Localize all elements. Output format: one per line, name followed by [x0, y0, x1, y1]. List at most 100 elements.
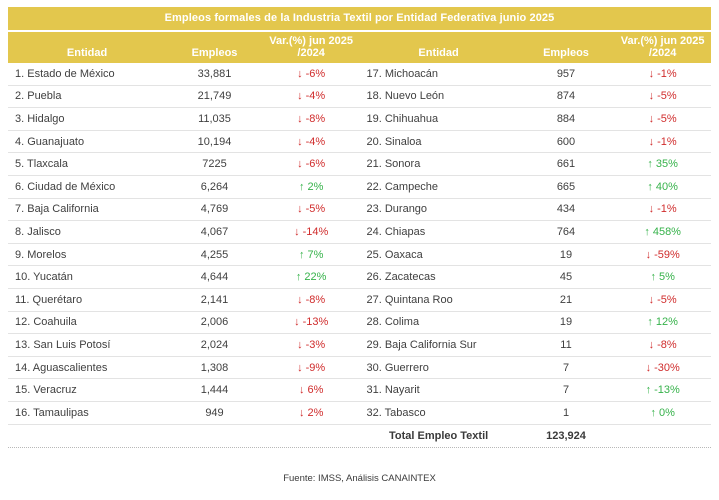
var-percent: 35%	[655, 158, 678, 171]
entity-name: 16. Tamaulipas	[15, 406, 89, 419]
column-header-entity: Entidad	[418, 47, 459, 59]
down-arrow-icon: ↓	[648, 203, 655, 216]
down-arrow-icon: ↓	[298, 406, 305, 419]
entity-name: 26. Zacatecas	[366, 271, 436, 284]
jobs-value: 600	[556, 135, 576, 148]
down-arrow-icon: ↓	[297, 361, 303, 374]
var-value: ↓ 6%	[263, 384, 360, 396]
var-percent: 22%	[304, 271, 327, 284]
table-row: 27. Quintana Roo 21 ↓ -5%	[359, 289, 711, 312]
entity-name: 14. Aguascalientes	[15, 361, 108, 374]
var-value: ↑ 22%	[263, 271, 360, 283]
var-value: ↓ -3%	[263, 339, 360, 351]
jobs-value: 21,749	[197, 90, 232, 103]
entity-name: 32. Tabasco	[366, 406, 426, 419]
up-arrow-icon: ↑	[647, 158, 653, 171]
up-arrow-icon: ↑	[645, 384, 652, 397]
var-value: ↓ -1%	[614, 203, 711, 215]
var-percent: 2%	[307, 180, 324, 193]
var-percent: -8%	[305, 293, 326, 306]
var-value: ↑ -13%	[614, 384, 711, 396]
table-row: 2. Puebla 21,749 ↓ -4%	[8, 86, 360, 109]
table-row: 31. Nayarit 7 ↑ -13%	[359, 379, 711, 402]
down-arrow-icon: ↓	[648, 90, 655, 103]
down-arrow-icon: ↓	[648, 135, 655, 148]
table-row: 26. Zacatecas 45 ↑ 5%	[359, 266, 711, 289]
header-left-half: Entidad Empleos Var.(%) jun 2025 /2024	[8, 32, 360, 63]
left-rows: 1. Estado de México 33,881 ↓ -6% 2. Puebla 21…	[8, 63, 360, 425]
jobs-value: 6,264	[200, 180, 229, 193]
jobs-value: 661	[556, 158, 576, 171]
jobs-value: 2,141	[200, 293, 229, 306]
table-row: 12. Coahuila 2,006 ↓ -13%	[8, 312, 360, 335]
jobs-value: 949	[205, 406, 224, 419]
jobs-value: 21	[559, 293, 573, 306]
column-header-var: Var.(%) jun 2025 /2024	[263, 32, 360, 63]
entity-name: 7. Baja California	[15, 203, 99, 216]
var-value: ↓ -5%	[614, 113, 711, 125]
var-value: ↓ -8%	[263, 113, 360, 125]
entity-name: 27. Quintana Roo	[366, 293, 453, 306]
entity-name: 11. Querétaro	[15, 293, 83, 306]
var-value: ↓ -5%	[614, 90, 711, 102]
jobs-value: 19	[559, 248, 573, 261]
var-value: ↑ 7%	[263, 249, 360, 261]
entity-name: 20. Sinaloa	[366, 135, 422, 148]
entity-name: 29. Baja California Sur	[366, 338, 477, 351]
var-percent: 12%	[655, 316, 678, 329]
table-row: 3. Hidalgo 11,035 ↓ -8%	[8, 108, 360, 131]
var-percent: -5%	[305, 203, 326, 216]
jobs-value: 4,644	[200, 271, 229, 284]
var-value: ↑ 35%	[614, 158, 711, 170]
table-row: 5. Tlaxcala 7225 ↓ -6%	[8, 153, 360, 176]
header-right-half: Entidad Empleos Var.(%) jun 2025 /2024	[360, 32, 712, 63]
var-value: ↑ 2%	[263, 181, 360, 193]
column-header-entity: Entidad	[66, 47, 108, 59]
down-arrow-icon: ↓	[648, 338, 655, 351]
jobs-value: 884	[556, 112, 576, 125]
down-arrow-icon: ↓	[297, 90, 303, 103]
down-arrow-icon: ↓	[297, 112, 303, 125]
column-header-jobs: Empleos	[543, 47, 589, 59]
entity-name: 12. Coahuila	[15, 316, 77, 329]
jobs-value: 4,769	[200, 203, 229, 216]
entity-name: 5. Tlaxcala	[15, 158, 68, 171]
var-percent: -8%	[657, 338, 677, 351]
var-percent: -14%	[302, 225, 329, 238]
total-value: 123,924	[546, 429, 586, 442]
up-arrow-icon: ↑	[298, 180, 305, 193]
entity-name: 21. Sonora	[366, 158, 421, 171]
total-row: Total Empleo Textil 123,924	[8, 425, 711, 448]
var-percent: 40%	[655, 180, 678, 193]
jobs-value: 665	[556, 180, 576, 193]
entity-name: 15. Veracruz	[15, 384, 77, 397]
var-percent: 6%	[307, 384, 324, 397]
down-arrow-icon: ↓	[297, 338, 303, 351]
var-value: ↓ -30%	[614, 362, 711, 374]
var-value: ↓ -13%	[263, 316, 360, 328]
var-value: ↓ -5%	[263, 203, 360, 215]
jobs-value: 11	[560, 338, 572, 351]
entity-name: 2. Puebla	[15, 90, 62, 103]
var-header-line1: Var.(%) jun 2025	[620, 35, 705, 47]
up-arrow-icon: ↑	[647, 316, 653, 329]
table-row: 7. Baja California 4,769 ↓ -5%	[8, 199, 360, 222]
var-value: ↓ 2%	[263, 407, 360, 419]
up-arrow-icon: ↑	[298, 248, 305, 261]
entity-name: 6. Ciudad de México	[15, 180, 116, 193]
jobs-value: 4,255	[200, 248, 229, 261]
var-percent: -6%	[305, 158, 326, 171]
entity-name: 23. Durango	[366, 203, 428, 216]
var-value: ↓ -5%	[614, 294, 711, 306]
jobs-value: 33,881	[197, 67, 232, 80]
up-arrow-icon: ↑	[647, 180, 653, 193]
var-value: ↑ 458%	[614, 226, 711, 238]
table-title: Empleos formales de la Industria Textil …	[8, 7, 711, 30]
entity-name: 4. Guanajuato	[15, 135, 85, 148]
table-row: 21. Sonora 661 ↑ 35%	[359, 153, 711, 176]
entity-name: 1. Estado de México	[15, 67, 115, 80]
column-header-var: Var.(%) jun 2025 /2024	[614, 32, 711, 63]
table-row: 17. Michoacán 957 ↓ -1%	[359, 63, 711, 86]
entity-name: 9. Morelos	[15, 248, 67, 261]
